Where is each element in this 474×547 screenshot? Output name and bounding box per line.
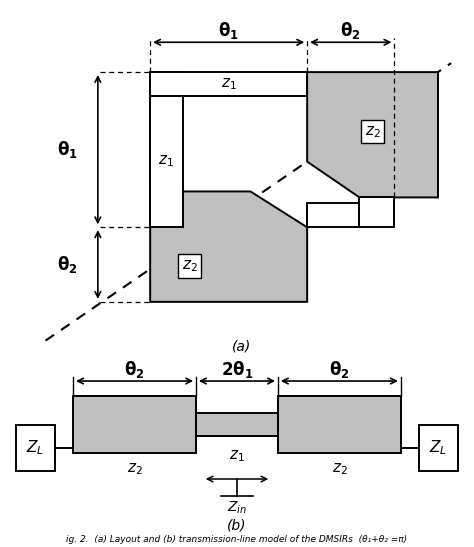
Text: $\mathbf{\theta_1}$: $\mathbf{\theta_1}$ bbox=[57, 139, 78, 160]
Text: (a): (a) bbox=[232, 340, 251, 353]
Polygon shape bbox=[307, 72, 438, 197]
Bar bbox=[359, 197, 394, 227]
Text: $\mathbf{\theta_2}$: $\mathbf{\theta_2}$ bbox=[340, 20, 361, 41]
Text: $Z_L$: $Z_L$ bbox=[429, 439, 447, 457]
Bar bbox=[278, 397, 401, 453]
Text: $z_1$: $z_1$ bbox=[221, 76, 237, 92]
Text: $z_2$: $z_2$ bbox=[365, 124, 381, 139]
Bar bbox=[150, 72, 307, 96]
Bar bbox=[16, 425, 55, 472]
Text: $z_2$: $z_2$ bbox=[182, 258, 197, 274]
Text: (b): (b) bbox=[227, 519, 247, 532]
Text: $\mathbf{\theta_2}$: $\mathbf{\theta_2}$ bbox=[329, 359, 350, 380]
Text: $\mathbf{\theta_1}$: $\mathbf{\theta_1}$ bbox=[218, 20, 239, 41]
Text: $z_2$: $z_2$ bbox=[127, 461, 143, 476]
Bar bbox=[196, 414, 278, 437]
Text: $\mathbf{\theta_2}$: $\mathbf{\theta_2}$ bbox=[57, 254, 78, 275]
Text: $Z_{in}$: $Z_{in}$ bbox=[227, 499, 247, 516]
Polygon shape bbox=[150, 191, 307, 302]
Text: ig. 2.  (a) Layout and (b) transmission-line model of the DMSIRs  (θ₁+θ₂ =π): ig. 2. (a) Layout and (b) transmission-l… bbox=[66, 536, 408, 544]
Bar bbox=[419, 425, 458, 472]
Text: $Z_L$: $Z_L$ bbox=[27, 439, 45, 457]
Bar bbox=[150, 72, 183, 227]
Bar bbox=[307, 203, 359, 227]
Text: $\mathbf{\theta_2}$: $\mathbf{\theta_2}$ bbox=[124, 359, 145, 380]
Text: $z_1$: $z_1$ bbox=[229, 448, 245, 464]
Bar bbox=[73, 397, 196, 453]
Text: $\mathbf{2\theta_1}$: $\mathbf{2\theta_1}$ bbox=[221, 359, 253, 380]
Text: $z_2$: $z_2$ bbox=[331, 461, 347, 476]
Text: $z_1$: $z_1$ bbox=[158, 154, 174, 170]
